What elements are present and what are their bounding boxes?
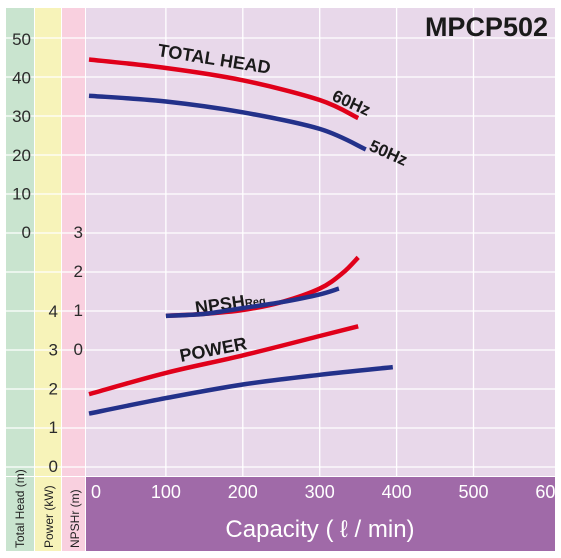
total-head-tick: 0 (22, 223, 31, 242)
npshr-tick: 3 (74, 223, 83, 242)
x-tick: 400 (382, 482, 412, 502)
total-head-tick: 20 (12, 146, 31, 165)
x-tick: 200 (228, 482, 258, 502)
npshr-tick: 0 (74, 340, 83, 359)
axis-label-cell-head (6, 477, 34, 551)
power-tick: 2 (49, 379, 58, 398)
total-head-tick: 40 (12, 69, 31, 88)
curves-layer (88, 57, 394, 416)
curve-total-head-60hz (88, 57, 360, 121)
horizontal-gridlines (6, 37, 555, 468)
total-head-tick: 10 (12, 184, 31, 203)
plot-area (86, 8, 555, 476)
curve-total-head-50hz (88, 93, 367, 152)
curve-power-50hz (88, 364, 394, 416)
power-tick: 1 (49, 418, 58, 437)
axis-label-cell-npshr (62, 477, 85, 551)
total-head-tick: 50 (12, 30, 31, 49)
npshr-axis-label: NPSHr (m) (68, 489, 82, 548)
power-axis-label: Power (kW) (42, 485, 56, 548)
chart-title: MPCP502 (425, 12, 548, 42)
curve-npshr-50hz (165, 286, 340, 319)
npshr-axis-band (62, 8, 85, 476)
x-tick: 0 (91, 482, 101, 502)
x-tick: 600 (535, 482, 561, 502)
x-axis-title: Capacity ( ℓ / min) (225, 516, 414, 543)
x-tick: 300 (305, 482, 335, 502)
power-tick: 0 (49, 457, 58, 476)
power-tick: 4 (49, 302, 58, 321)
x-tick: 100 (151, 482, 181, 502)
x-axis-band (86, 477, 555, 551)
npshr-tick: 2 (74, 262, 83, 281)
total-head-axis-band (6, 8, 34, 476)
power-axis-band (35, 8, 61, 476)
npshr-tick: 1 (74, 301, 83, 320)
total-head-axis-label: Total Head (m) (13, 469, 27, 548)
curve-power-60hz (88, 324, 359, 397)
x-tick: 500 (458, 482, 488, 502)
total-head-tick: 30 (12, 107, 31, 126)
axis-label-cell-power (35, 477, 61, 551)
power-tick: 3 (49, 341, 58, 360)
